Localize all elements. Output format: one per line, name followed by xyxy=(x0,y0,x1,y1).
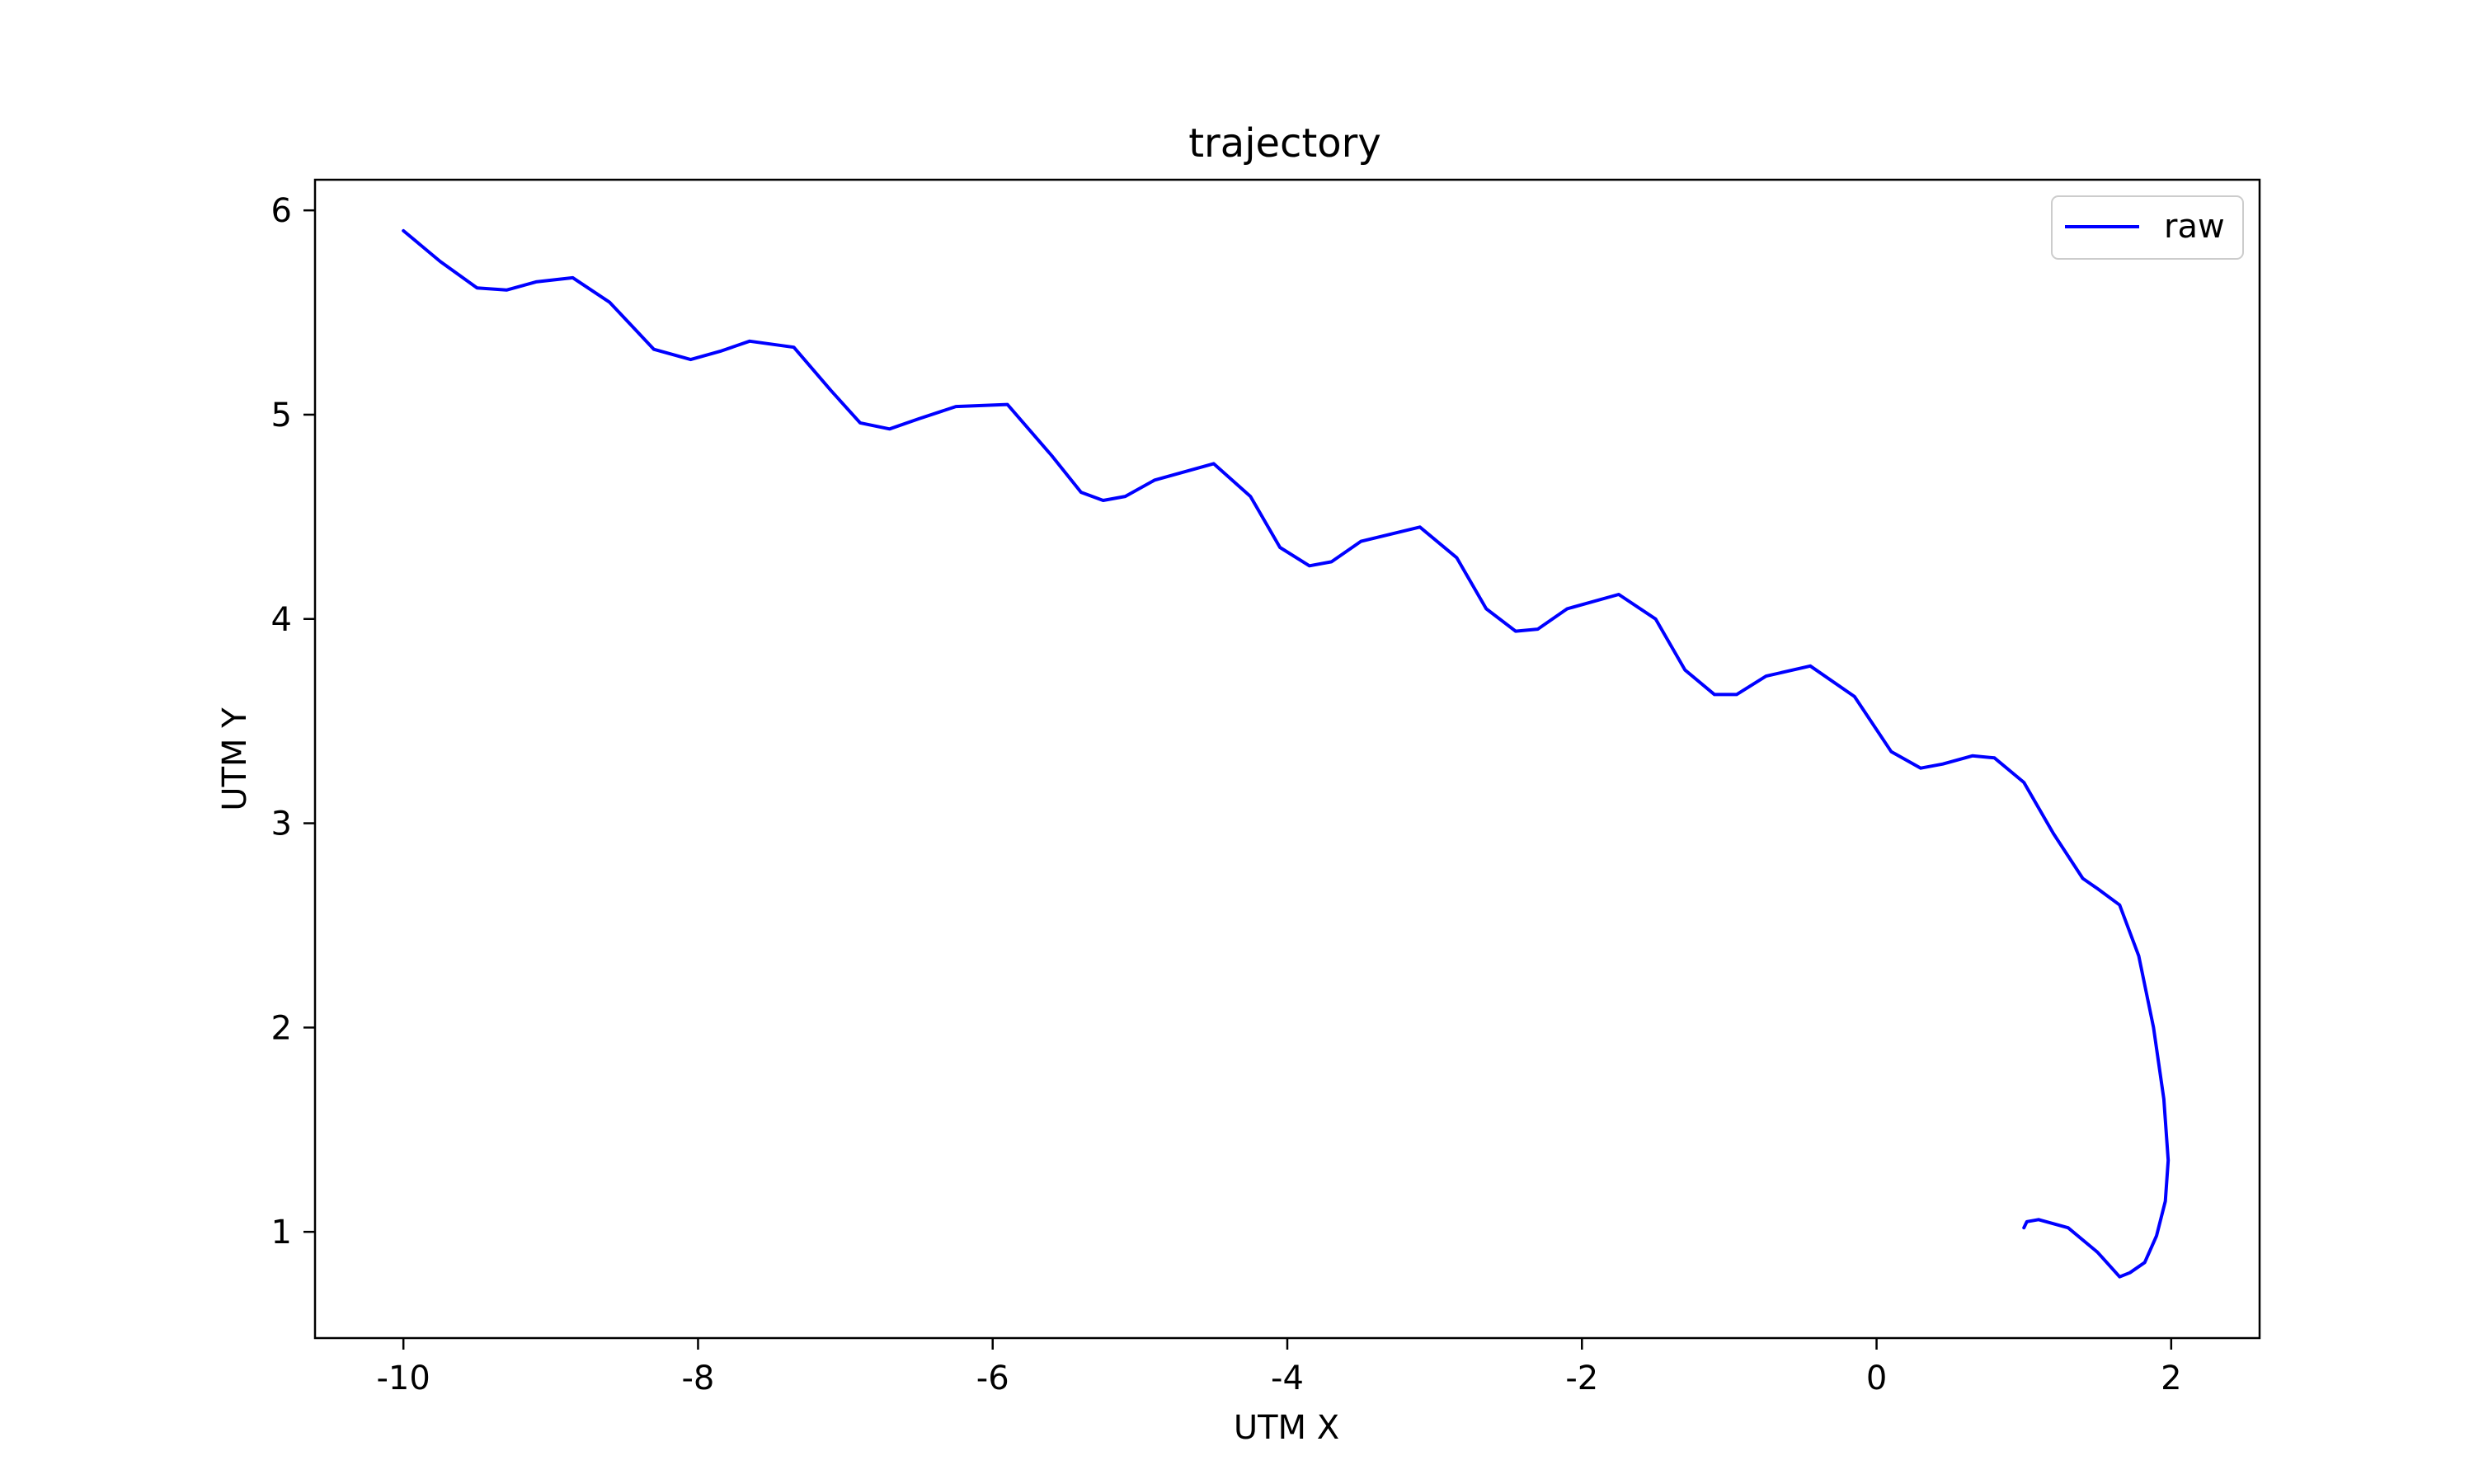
y-tick-label: 1 xyxy=(271,1214,292,1252)
legend-box xyxy=(2051,195,2244,260)
x-tick-label: -10 xyxy=(377,1360,430,1397)
x-tick-label: -8 xyxy=(682,1360,715,1397)
series-line-raw xyxy=(402,228,2171,1279)
legend-label-raw: raw xyxy=(2164,208,2225,246)
plot-area xyxy=(402,228,2171,1279)
y-tick-label: 6 xyxy=(271,192,292,230)
legend: raw xyxy=(2051,195,2244,260)
x-axis-label: UTM X xyxy=(1234,1409,1339,1447)
x-axis: -10 -8 -6 -4 -2 0 2 xyxy=(377,1338,2182,1397)
y-axis: 1 2 3 4 5 6 xyxy=(271,192,315,1252)
x-tick-label: -6 xyxy=(976,1360,1009,1397)
x-tick-label: 2 xyxy=(2161,1360,2181,1397)
y-tick-label: 2 xyxy=(271,1009,292,1047)
x-tick-label: 0 xyxy=(1866,1360,1887,1397)
chart-title: trajectory xyxy=(1188,120,1381,167)
y-tick-label: 5 xyxy=(271,397,292,434)
y-tick-label: 4 xyxy=(271,601,292,639)
y-axis-label: UTM Y xyxy=(216,707,254,811)
x-tick-label: -2 xyxy=(1565,1360,1598,1397)
x-tick-label: -4 xyxy=(1271,1360,1304,1397)
y-tick-label: 3 xyxy=(271,805,292,843)
